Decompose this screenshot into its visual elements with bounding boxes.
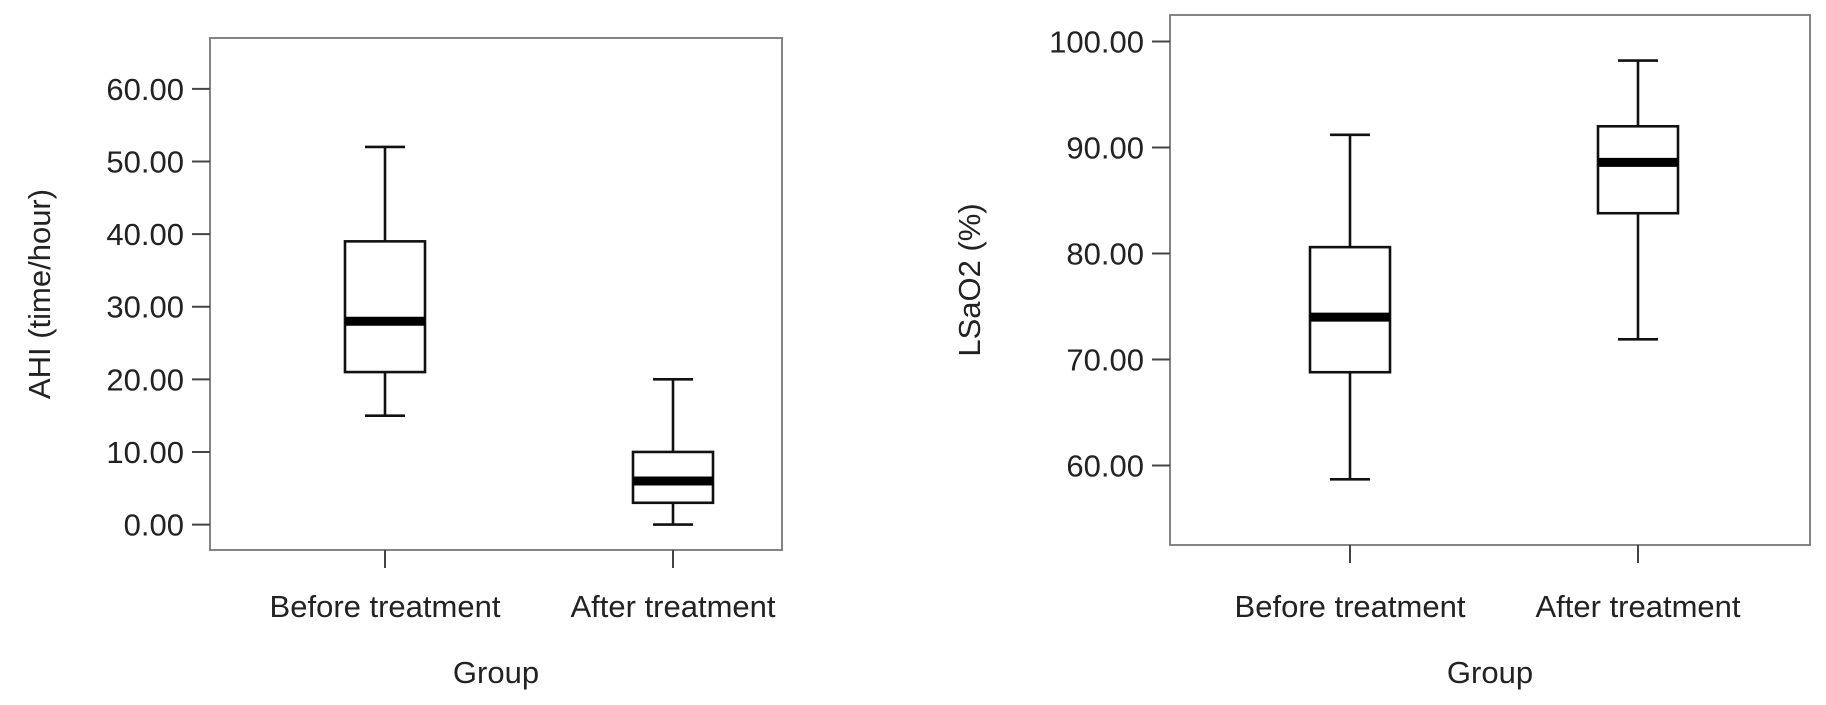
box-after-treatment <box>1596 59 1680 341</box>
iqr-box <box>343 240 427 374</box>
iqr-box <box>1308 245 1392 374</box>
y-axis-title: AHI (time/hour) <box>22 189 57 399</box>
x-category-label: After treatment <box>570 589 775 624</box>
y-tick-label: 30.00 <box>106 290 184 325</box>
x-category-label: Before treatment <box>1235 589 1466 624</box>
y-axis-title: LSaO2 (%) <box>952 203 987 356</box>
y-tick-label: 60.00 <box>106 72 184 107</box>
iqr-box <box>1596 125 1680 215</box>
y-tick-label: 100.00 <box>1049 25 1144 60</box>
ahi-boxplot-panel: 0.00 10.00 20.00 30.00 40.00 50.00 60.00 AHI (t… <box>22 37 783 690</box>
x-category-label: Before treatment <box>270 589 501 624</box>
x-category-label: After treatment <box>1535 589 1740 624</box>
y-tick-label: 60.00 <box>1066 449 1144 484</box>
box-after-treatment <box>631 378 715 526</box>
y-tick-label: 20.00 <box>106 362 184 397</box>
x-axis-title: Group <box>1447 655 1533 690</box>
box-before-treatment <box>1308 133 1392 481</box>
y-tick-label: 80.00 <box>1066 237 1144 272</box>
y-tick-label: 40.00 <box>106 217 184 252</box>
y-tick-label: 10.00 <box>106 435 184 470</box>
box-before-treatment <box>343 145 427 417</box>
plot-frame <box>1169 14 1811 546</box>
y-tick-label: 70.00 <box>1066 343 1144 378</box>
y-tick-label: 90.00 <box>1066 131 1144 166</box>
y-tick-label: 50.00 <box>106 144 184 179</box>
lsao2-boxplot-panel: 60.00 70.00 80.00 90.00 100.00 LSaO2 (%) Group… <box>952 14 1811 690</box>
y-tick-label: 0.00 <box>124 508 184 543</box>
x-axis-title: Group <box>453 655 539 690</box>
plot-frame <box>209 37 783 551</box>
